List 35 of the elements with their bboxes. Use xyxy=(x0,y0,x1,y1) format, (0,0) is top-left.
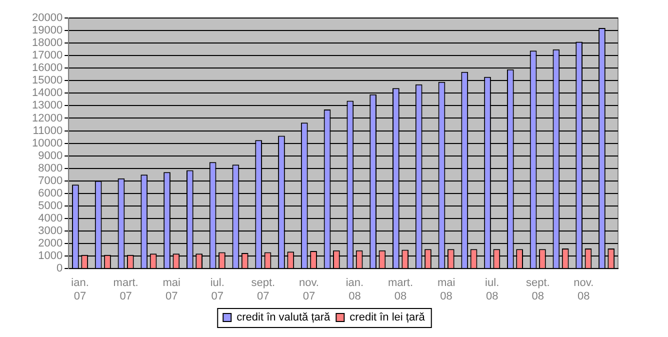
y-tick-label: 18000 xyxy=(32,37,63,50)
x-tick-label: mart. 07 xyxy=(113,277,138,302)
x-tick-label: mart. 08 xyxy=(388,277,414,302)
legend-label: credit în lei țară xyxy=(350,312,426,324)
y-tick-label: 10000 xyxy=(32,137,63,150)
y-tick-label: 14000 xyxy=(32,87,63,100)
x-tick-label: ian. 07 xyxy=(71,277,89,302)
y-tick-label: 6000 xyxy=(38,187,63,200)
y-tick-label: 2000 xyxy=(38,238,63,250)
x-tick-label: nov. 07 xyxy=(298,277,319,302)
y-tick-label: 15000 xyxy=(32,74,63,87)
y-tick-label: 8000 xyxy=(38,162,63,174)
legend-label: credit în valută țară xyxy=(236,312,332,324)
y-tick-label: 0 xyxy=(56,262,63,275)
x-tick-label: sept. 07 xyxy=(251,277,276,302)
y-tick-label: 20000 xyxy=(32,12,63,24)
y-tick-label: 19000 xyxy=(32,24,63,37)
x-tick-label: mai 08 xyxy=(437,277,456,302)
y-tick-label: 4000 xyxy=(38,212,63,225)
x-tick-label: mai 07 xyxy=(162,277,180,302)
y-tick-label: 16000 xyxy=(32,62,63,74)
y-tick-label: 13000 xyxy=(32,100,63,112)
y-tick-label: 3000 xyxy=(38,225,63,238)
y-tick-label: 9000 xyxy=(38,150,63,162)
x-tick-label: ian. 08 xyxy=(346,277,364,302)
x-tick-label: sept. 08 xyxy=(526,277,550,302)
y-tick-label: 17000 xyxy=(32,50,63,62)
x-tick-label: nov. 08 xyxy=(574,277,594,302)
y-tick-label: 7000 xyxy=(38,174,63,187)
x-tick-label: iul. 07 xyxy=(210,277,224,302)
y-tick-label: 11000 xyxy=(32,124,63,137)
y-tick-label: 1000 xyxy=(38,250,63,262)
y-tick-label: 5000 xyxy=(38,200,63,212)
y-tick-label: 12000 xyxy=(32,112,63,124)
x-tick-label: iul. 08 xyxy=(485,277,500,302)
